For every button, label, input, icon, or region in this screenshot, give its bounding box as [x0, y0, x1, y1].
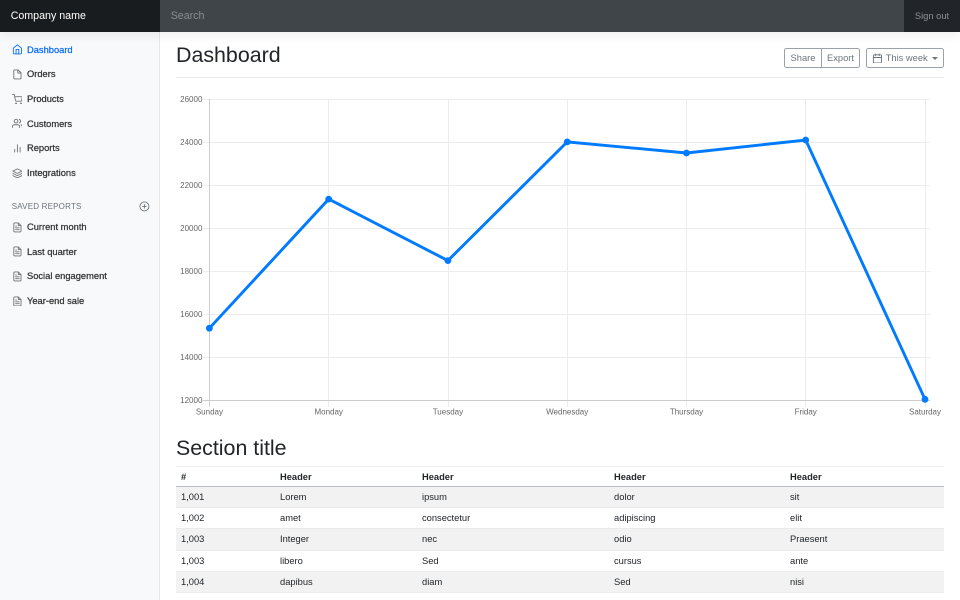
- svg-text:Friday: Friday: [795, 407, 817, 416]
- svg-text:20000: 20000: [180, 224, 203, 233]
- svg-text:Tuesday: Tuesday: [433, 407, 463, 416]
- svg-text:Saturday: Saturday: [909, 407, 941, 416]
- svg-text:12000: 12000: [180, 396, 203, 405]
- svg-text:14000: 14000: [180, 353, 203, 362]
- svg-text:22000: 22000: [180, 181, 203, 190]
- svg-text:18000: 18000: [180, 267, 203, 276]
- svg-text:Monday: Monday: [314, 407, 342, 416]
- svg-text:24000: 24000: [180, 138, 203, 147]
- svg-text:16000: 16000: [180, 310, 203, 319]
- svg-text:Wednesday: Wednesday: [546, 407, 588, 416]
- svg-text:Thursday: Thursday: [670, 407, 703, 416]
- svg-text:26000: 26000: [180, 95, 203, 104]
- svg-text:Sunday: Sunday: [196, 407, 223, 416]
